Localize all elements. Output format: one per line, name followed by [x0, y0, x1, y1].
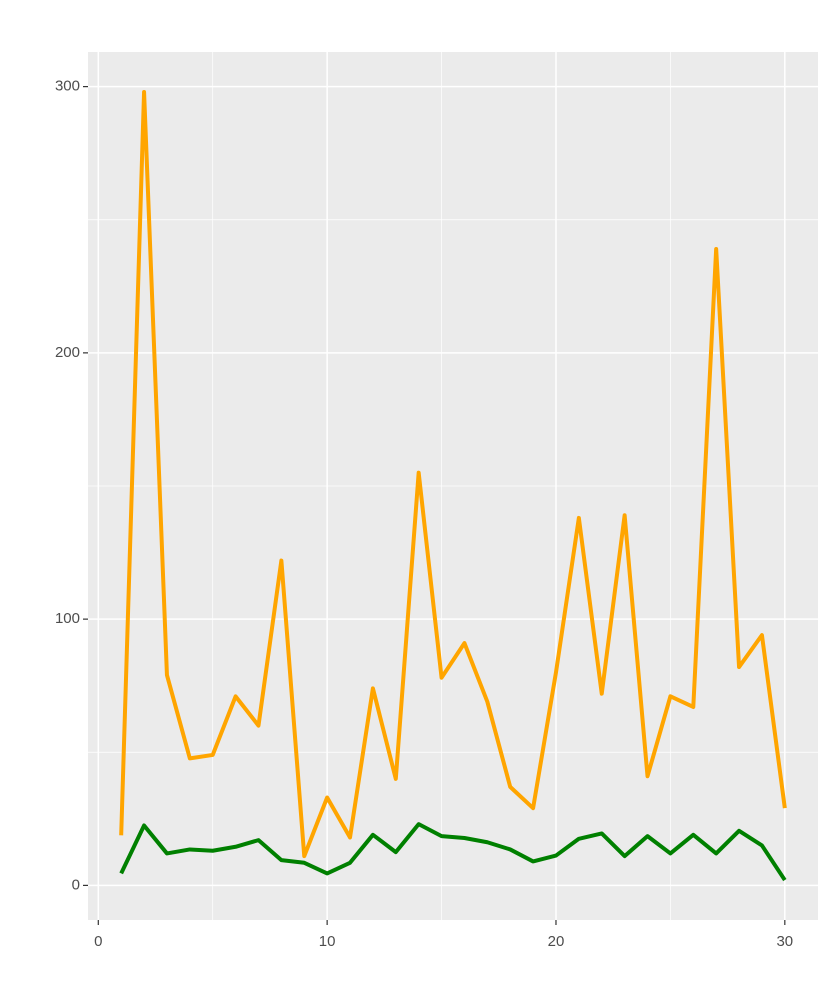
x-tick-label: 20 [548, 933, 565, 950]
x-tick-label: 0 [94, 933, 102, 950]
x-tick-label: 10 [319, 933, 336, 950]
y-tick-label: 0 [72, 876, 80, 893]
series-line [119, 822, 787, 882]
series-line [119, 89, 787, 859]
x-tick-label: 30 [776, 933, 793, 950]
y-tick-label: 100 [55, 610, 80, 627]
y-tick-label: 300 [55, 78, 80, 95]
y-tick-label: 200 [55, 344, 80, 361]
